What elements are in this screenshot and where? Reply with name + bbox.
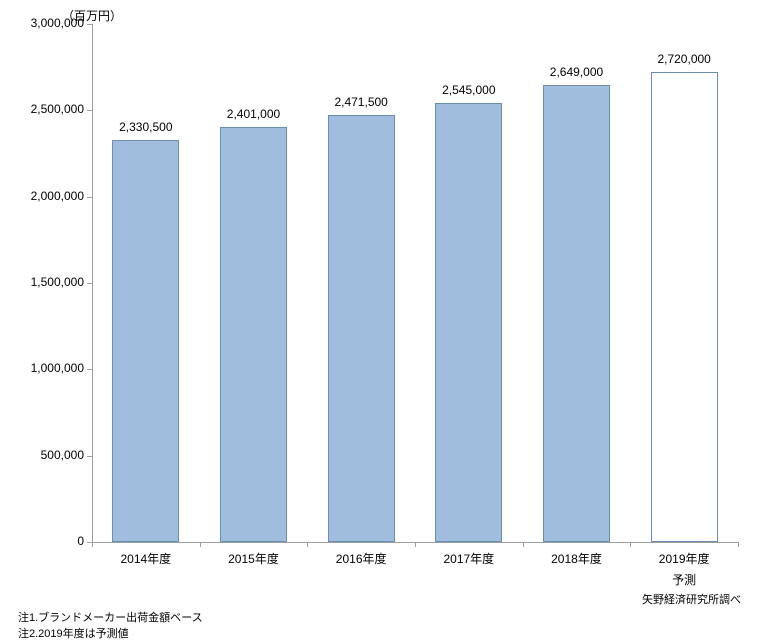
- bar: [435, 103, 502, 542]
- x-tick-mark: [92, 542, 93, 547]
- y-tick-mark: [87, 283, 92, 284]
- x-tick-label: 2015年度: [200, 550, 308, 567]
- x-tick-mark: [630, 542, 631, 547]
- x-tick-mark: [200, 542, 201, 547]
- x-tick-label: 2017年度: [415, 550, 523, 567]
- bar-value-label: 2,401,000: [204, 107, 304, 121]
- footnote: 注2.2019年度は予測値: [18, 625, 129, 641]
- footnote: 注1.ブランドメーカー出荷金額ベース: [18, 609, 203, 625]
- plot-area: [92, 24, 739, 543]
- bar-value-label: 2,471,500: [311, 95, 411, 109]
- bar: [220, 127, 287, 542]
- y-tick-label: 500,000: [14, 448, 84, 462]
- y-tick-mark: [87, 197, 92, 198]
- y-tick-mark: [87, 110, 92, 111]
- y-tick-label: 0: [14, 534, 84, 548]
- source-text: 矢野経済研究所調べ: [642, 591, 741, 607]
- x-tick-label: 2014年度: [92, 550, 200, 567]
- y-tick-mark: [87, 456, 92, 457]
- x-tick-label: 2016年度: [307, 550, 415, 567]
- x-tick-label: 2018年度: [523, 550, 631, 567]
- bar-value-label: 2,649,000: [527, 65, 627, 79]
- x-tick-mark: [307, 542, 308, 547]
- y-tick-label: 2,500,000: [14, 102, 84, 116]
- x-tick-label: 2019年度予測: [630, 550, 738, 588]
- bar-value-label: 2,545,000: [419, 83, 519, 97]
- y-tick-mark: [87, 24, 92, 25]
- chart-container: （百万円） 矢野経済研究所調べ 0500,0001,000,0001,500,0…: [0, 0, 759, 643]
- bar: [328, 115, 395, 542]
- y-tick-label: 3,000,000: [14, 16, 84, 30]
- y-tick-mark: [87, 369, 92, 370]
- bar-value-label: 2,330,500: [96, 120, 196, 134]
- bar: [543, 85, 610, 542]
- bar: [112, 140, 179, 542]
- y-tick-label: 1,500,000: [14, 275, 84, 289]
- bar: [651, 72, 718, 542]
- y-tick-label: 2,000,000: [14, 189, 84, 203]
- x-tick-mark: [415, 542, 416, 547]
- bar-value-label: 2,720,000: [634, 52, 734, 66]
- x-tick-mark: [523, 542, 524, 547]
- x-tick-mark: [738, 542, 739, 547]
- y-tick-label: 1,000,000: [14, 361, 84, 375]
